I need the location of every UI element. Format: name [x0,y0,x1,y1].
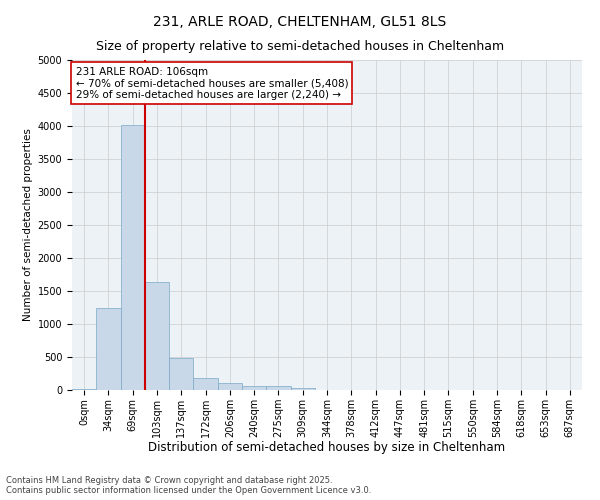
Bar [96,308,121,390]
Bar [266,386,290,390]
Bar [121,124,145,390]
Bar [169,358,193,390]
Text: 231 ARLE ROAD: 106sqm
← 70% of semi-detached houses are smaller (5,408)
29% of s: 231 ARLE ROAD: 106sqm ← 70% of semi-deta… [76,66,348,100]
Bar [145,282,169,390]
Text: 231, ARLE ROAD, CHELTENHAM, GL51 8LS: 231, ARLE ROAD, CHELTENHAM, GL51 8LS [154,15,446,29]
Text: Size of property relative to semi-detached houses in Cheltenham: Size of property relative to semi-detach… [96,40,504,53]
Bar [218,384,242,390]
Y-axis label: Number of semi-detached properties: Number of semi-detached properties [23,128,34,322]
X-axis label: Distribution of semi-detached houses by size in Cheltenham: Distribution of semi-detached houses by … [148,442,506,454]
Bar [193,378,218,390]
Bar [290,388,315,390]
Bar [72,388,96,390]
Bar [242,386,266,390]
Text: Contains HM Land Registry data © Crown copyright and database right 2025.
Contai: Contains HM Land Registry data © Crown c… [6,476,371,495]
